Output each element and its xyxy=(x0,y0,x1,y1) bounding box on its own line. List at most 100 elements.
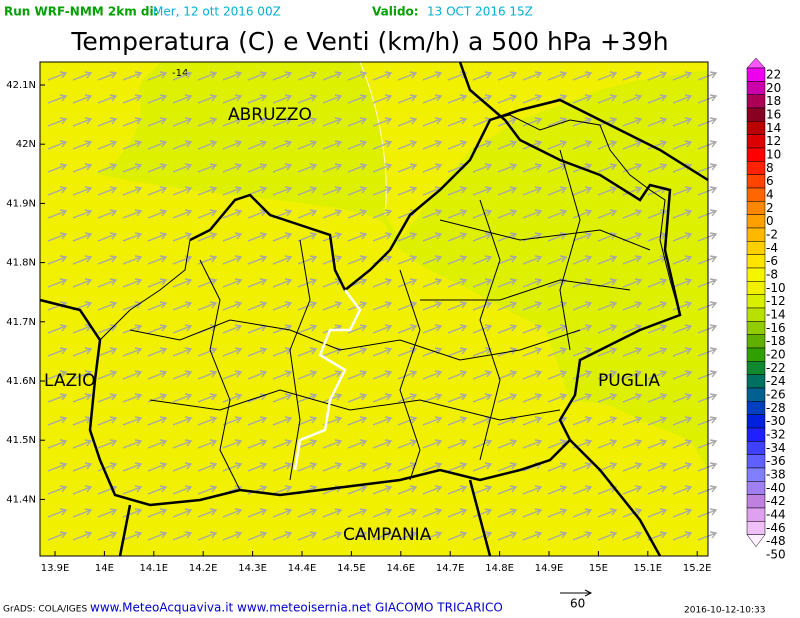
wind-arrow xyxy=(547,531,568,541)
wind-arrow xyxy=(697,370,718,380)
credit: GrADS: COLA/IGES xyxy=(3,605,87,615)
wind-arrow xyxy=(672,186,693,196)
wind-arrow xyxy=(147,393,168,403)
wind-arrow xyxy=(122,117,143,127)
wind-arrow xyxy=(622,301,643,311)
wind-arrow xyxy=(422,508,443,518)
wind-arrow xyxy=(622,508,643,518)
colorbar-label: -24 xyxy=(766,374,786,388)
wind-arrow xyxy=(122,71,143,81)
wind-arrow xyxy=(522,278,543,288)
wind-arrow xyxy=(297,163,318,173)
wind-arrow xyxy=(72,232,93,242)
wind-arrow xyxy=(47,117,68,127)
lon-label: 14.9E xyxy=(535,563,564,574)
wind-arrow xyxy=(547,462,568,472)
colorbar-label: -44 xyxy=(766,508,786,522)
wind-arrow xyxy=(522,370,543,380)
wind-arrow xyxy=(597,324,618,334)
wind-arrow xyxy=(172,209,193,219)
wind-arrow xyxy=(672,71,693,81)
wind-arrow xyxy=(97,393,118,403)
wind-arrow xyxy=(172,301,193,311)
wind-arrow xyxy=(322,255,343,265)
wind-arrow xyxy=(697,163,718,173)
wind-arrow xyxy=(597,347,618,357)
wind-arrow xyxy=(422,531,443,541)
lat-label: 41.7N xyxy=(6,317,36,328)
timestamp: 2016-10-12-10:33 xyxy=(684,606,766,616)
wind-arrow xyxy=(397,508,418,518)
wind-arrow xyxy=(522,301,543,311)
wind-arrow xyxy=(297,462,318,472)
lon-label: 14.8E xyxy=(485,563,514,574)
wind-arrow xyxy=(522,163,543,173)
colorbar-label: 16 xyxy=(766,108,781,122)
wind-arrow xyxy=(397,117,418,127)
wind-arrow xyxy=(447,301,468,311)
colorbar-box xyxy=(746,334,766,349)
lat-label: 41.4N xyxy=(6,494,36,505)
valid-label: Valido: xyxy=(372,5,419,19)
wind-arrow xyxy=(272,439,293,449)
wind-arrow xyxy=(72,393,93,403)
wind-arrow xyxy=(47,71,68,81)
wind-arrow xyxy=(672,209,693,219)
wind-arrow xyxy=(197,209,218,219)
lon-label: 13.9E xyxy=(41,563,70,574)
wind-arrow xyxy=(147,278,168,288)
wind-arrow xyxy=(247,278,268,288)
lat-label: 41.5N xyxy=(6,435,36,446)
wind-arrow xyxy=(472,347,493,357)
wind-arrow xyxy=(622,117,643,127)
border-lines xyxy=(118,98,709,557)
region-label: PUGLIA xyxy=(598,371,660,391)
wind-arrow xyxy=(147,232,168,242)
wind-arrow xyxy=(72,209,93,219)
wind-arrow xyxy=(122,163,143,173)
wind-arrow xyxy=(572,255,593,265)
colorbar-box xyxy=(746,467,766,482)
colorbar-label: -20 xyxy=(766,348,786,362)
wind-arrow xyxy=(672,324,693,334)
wind-arrow xyxy=(347,370,368,380)
wind-arrow xyxy=(122,531,143,541)
wind-arrow xyxy=(497,94,518,104)
wind-arrow xyxy=(397,393,418,403)
wind-arrow xyxy=(47,347,68,357)
wind-arrow xyxy=(172,531,193,541)
wind-arrow xyxy=(297,531,318,541)
wind-arrow xyxy=(522,531,543,541)
wind-arrow xyxy=(647,71,668,81)
wind-arrow xyxy=(622,347,643,357)
wind-arrow xyxy=(172,278,193,288)
colorbar-box xyxy=(746,107,766,122)
wind-arrow xyxy=(147,301,168,311)
wind-arrow xyxy=(472,531,493,541)
wind-arrow xyxy=(622,370,643,380)
wind-arrow xyxy=(147,416,168,426)
map: -14 ABRUZZO LAZIO PUGLIA CAMPANIA xyxy=(39,61,718,557)
wind-arrow xyxy=(72,485,93,495)
wind-arrow xyxy=(147,209,168,219)
wind-arrow xyxy=(172,94,193,104)
wind-arrow xyxy=(472,370,493,380)
wind-arrow xyxy=(297,508,318,518)
wind-arrow xyxy=(547,485,568,495)
wind-arrow xyxy=(397,255,418,265)
wind-arrow xyxy=(672,278,693,288)
wind-arrow xyxy=(497,209,518,219)
wind-arrow xyxy=(72,255,93,265)
wind-arrow xyxy=(47,416,68,426)
wind-arrow xyxy=(397,485,418,495)
wind-arrow xyxy=(147,462,168,472)
wind-arrow xyxy=(222,347,243,357)
wind-arrow xyxy=(447,508,468,518)
colorbar-box xyxy=(746,294,766,309)
wind-arrow xyxy=(322,94,343,104)
colorbar-label: 0 xyxy=(766,214,774,228)
wind-arrow xyxy=(297,71,318,81)
wind-arrow xyxy=(247,462,268,472)
wind-arrow xyxy=(622,439,643,449)
wind-arrow xyxy=(447,393,468,403)
